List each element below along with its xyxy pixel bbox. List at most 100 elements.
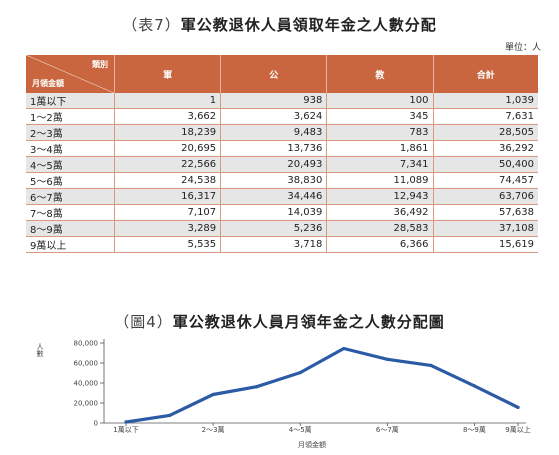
table-cell: 1,039 xyxy=(432,93,538,109)
x-tick-label: 1萬以下 xyxy=(113,425,138,434)
table-cell: 16,317 xyxy=(113,188,221,205)
row-label: 3～4萬 xyxy=(26,140,115,157)
row-label: 9萬以上 xyxy=(26,236,115,253)
table-cell: 3,289 xyxy=(113,220,221,237)
row-label: 1～2萬 xyxy=(26,108,115,125)
y-tick-label: 40,000 xyxy=(74,380,99,388)
data-point xyxy=(385,357,389,361)
table-cell: 63,706 xyxy=(432,188,538,205)
table-cell: 1,861 xyxy=(326,140,434,157)
table-row: 3～4萬 20,695 13,736 1,861 36,292 xyxy=(26,140,538,157)
y-axis-label: 人數 xyxy=(36,343,44,358)
table-cell: 345 xyxy=(326,108,434,125)
table-row: 4～5萬 22,566 20,493 7,341 50,400 xyxy=(26,156,538,173)
corner-bottom-label: 月領金額 xyxy=(32,79,64,88)
table-cell: 28,505 xyxy=(432,124,538,141)
x-tick-label: 9萬以上 xyxy=(505,425,530,434)
table-row: 5～6萬 24,538 38,830 11,089 74,457 xyxy=(26,172,538,189)
table-cell: 5,236 xyxy=(220,220,327,237)
row-label: 4～5萬 xyxy=(26,156,115,173)
row-label: 7～8萬 xyxy=(26,204,115,221)
table-cell: 37,108 xyxy=(432,220,538,237)
table-cell: 24,538 xyxy=(113,172,221,189)
y-tick-label: 0 xyxy=(94,420,98,428)
column-header-military: 軍 xyxy=(113,55,221,93)
table-cell: 3,624 xyxy=(220,108,327,125)
table-body: 1萬以下 1 938 100 1,039 1～2萬 3,662 3,624 345 7,631 2～… xyxy=(26,93,538,253)
y-tick-label: 80,000 xyxy=(74,340,99,348)
table-cell: 7,631 xyxy=(432,108,538,125)
data-point xyxy=(124,420,128,424)
table-cell: 20,493 xyxy=(220,156,327,173)
table-cell: 7,107 xyxy=(113,204,221,221)
table-cell: 14,039 xyxy=(220,204,327,221)
table-cell: 18,239 xyxy=(113,124,221,141)
data-point xyxy=(472,384,477,388)
table-cell: 6,366 xyxy=(326,236,434,253)
x-tick-label: 8～9萬 xyxy=(463,425,486,434)
row-label: 1萬以下 xyxy=(26,93,115,109)
table-cell: 74,457 xyxy=(432,172,538,189)
table-cell: 28,583 xyxy=(326,220,434,237)
table-row: 7～8萬 7,107 14,039 36,492 57,638 xyxy=(26,204,538,221)
table-cell: 12,943 xyxy=(326,188,434,205)
table-row: 6～7萬 16,317 34,446 12,943 63,706 xyxy=(26,188,538,205)
table-row: 1～2萬 3,662 3,624 345 7,631 xyxy=(26,108,538,125)
table-title: （表7）軍公教退休人員領取年金之人數分配 xyxy=(0,14,559,35)
table-cell: 3,718 xyxy=(220,236,327,253)
x-tick-label: 6～7萬 xyxy=(376,425,399,434)
table-cell: 9,483 xyxy=(220,124,327,141)
table-cell: 15,619 xyxy=(432,236,538,253)
table-row: 2～3萬 18,239 9,483 783 28,505 xyxy=(26,124,538,141)
chart-title-prefix: （圖4） xyxy=(114,313,173,331)
table-header-row: 類別 月領金額 軍 公 教 合計 xyxy=(26,55,538,93)
table-row: 8～9萬 3,289 5,236 28,583 37,108 xyxy=(26,220,538,237)
table-unit: 單位：人 xyxy=(504,43,541,53)
table-cell: 50,400 xyxy=(432,156,538,173)
table-cell: 1 xyxy=(113,93,221,109)
table-cell: 783 xyxy=(326,124,434,141)
table-row: 1萬以下 1 938 100 1,039 xyxy=(26,93,538,109)
y-tick-label: 20,000 xyxy=(74,400,99,408)
table-cell: 5,535 xyxy=(113,236,221,253)
table-cell: 3,662 xyxy=(113,108,221,125)
corner-top-label: 類別 xyxy=(92,60,108,69)
table-cell: 36,492 xyxy=(326,204,434,221)
table-title-main: 軍公教退休人員領取年金之人數分配 xyxy=(180,16,437,34)
x-tick-label: 2～3萬 xyxy=(202,425,225,434)
table-cell: 938 xyxy=(220,93,327,109)
x-axis-label: 月領金額 xyxy=(298,440,326,449)
retiree-table: 類別 月領金額 軍 公 教 合計 1萬以下 1 938 100 1,039 1～2萬 3,6… xyxy=(26,55,538,253)
row-label: 8～9萬 xyxy=(26,220,115,237)
row-label: 5～6萬 xyxy=(26,172,115,189)
column-header-total: 合計 xyxy=(432,55,538,93)
data-point xyxy=(167,413,172,417)
table-cell: 36,292 xyxy=(432,140,538,157)
table-cell: 20,695 xyxy=(113,140,221,157)
table-cell: 38,830 xyxy=(220,172,327,189)
table-title-prefix: （表7） xyxy=(122,16,181,34)
table-cell: 13,736 xyxy=(220,140,327,157)
data-point xyxy=(211,392,215,397)
column-header-civil: 公 xyxy=(220,55,327,93)
data-point xyxy=(342,346,346,351)
table-cell: 57,638 xyxy=(432,204,538,221)
x-tick-label: 4～5萬 xyxy=(289,425,312,434)
table-cell: 100 xyxy=(326,93,434,109)
chart-title-main: 軍公教退休人員月領年金之人數分配圖 xyxy=(172,313,445,331)
y-tick-label: 60,000 xyxy=(74,360,99,368)
table-cell: 34,446 xyxy=(220,188,327,205)
table-row: 9萬以上 5,535 3,718 6,366 15,619 xyxy=(26,236,538,253)
column-header-teacher: 教 xyxy=(326,55,434,93)
data-point xyxy=(429,363,433,367)
chart-title: （圖4）軍公教退休人員月領年金之人數分配圖 xyxy=(0,311,559,332)
series-line xyxy=(124,346,520,424)
row-label: 6～7萬 xyxy=(26,188,115,205)
data-point xyxy=(516,405,520,409)
data-point xyxy=(255,385,259,389)
table-corner-header: 類別 月領金額 xyxy=(26,55,115,93)
row-label: 2～3萬 xyxy=(26,124,115,141)
data-point xyxy=(298,371,302,375)
table-cell: 7,341 xyxy=(326,156,434,173)
